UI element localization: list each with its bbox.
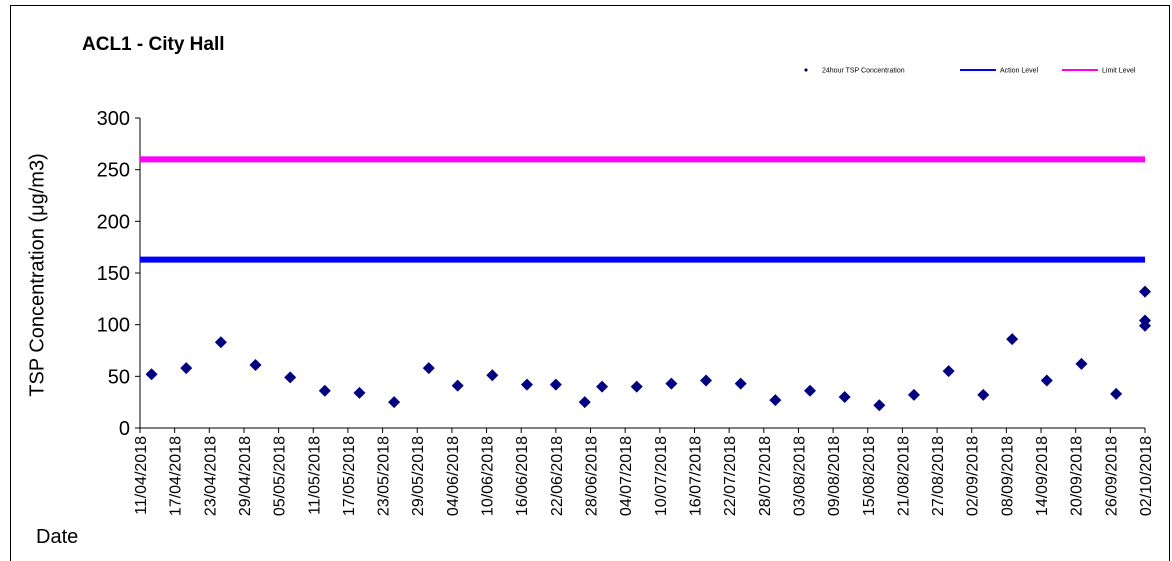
data-point [284,371,297,384]
x-tick-label: 05/05/2018 [272,436,289,516]
x-tick-label: 16/07/2018 [687,436,704,516]
x-tick-label: 26/09/2018 [1103,436,1120,516]
x-tick-label: 27/08/2018 [930,436,947,516]
legend-label: 24hour TSP Concentration [822,68,905,75]
x-tick-label: 11/05/2018 [306,436,323,515]
data-point [520,378,533,391]
x-tick-label: 16/06/2018 [514,436,531,516]
data-point [422,362,435,375]
data-point [578,396,591,409]
data-point [769,394,782,407]
data-point [214,336,227,349]
y-tick-label: 150 [97,263,130,285]
data-point [249,358,262,371]
x-tick-label: 03/08/2018 [791,436,808,516]
data-point [549,378,562,391]
x-tick-label: 04/06/2018 [445,436,462,516]
x-tick-label: 28/07/2018 [757,436,774,516]
data-point [838,391,851,403]
y-tick-label: 200 [97,211,130,233]
y-tick-label: 0 [119,418,130,440]
data-point [1006,333,1019,346]
data-point [318,384,331,397]
chart-frame [10,5,1170,561]
x-tick-label: 02/10/2018 [1138,436,1155,516]
y-tick-label: 300 [97,108,130,130]
x-tick-label: 17/04/2018 [168,436,185,516]
x-tick-label: 08/09/2018 [999,436,1016,516]
x-tick-label: 22/06/2018 [549,436,566,516]
data-point [804,384,816,397]
data-point [700,374,713,387]
x-tick-label: 09/08/2018 [826,436,843,516]
y-tick-label: 100 [97,315,130,337]
data-point [451,379,464,392]
x-tick-label: 29/04/2018 [237,436,254,516]
data-point [942,365,955,378]
legend-label: Limit Level [1102,68,1136,75]
data-point [388,396,401,409]
legend-marker [804,68,808,72]
data-point [180,362,193,375]
data-point [873,399,886,412]
x-tick-label: 23/04/2018 [202,436,219,516]
data-point [1139,319,1151,332]
data-point [1075,357,1088,370]
data-point [1139,285,1151,298]
x-tick-label: 10/06/2018 [480,436,497,516]
x-tick-label: 23/05/2018 [376,436,393,516]
data-point [1040,374,1053,387]
data-point [145,368,158,381]
x-tick-label: 29/05/2018 [410,436,427,516]
data-point [486,369,499,382]
x-axis-label: Date [36,526,79,548]
data-point [665,377,678,390]
x-tick-label: 14/09/2018 [1034,436,1051,516]
data-point [907,388,920,401]
data-point [596,380,609,393]
y-tick-label: 250 [97,160,130,182]
data-point [977,388,990,401]
chart-title: ACL1 - City Hall [82,34,225,55]
x-tick-label: 28/06/2018 [584,436,601,516]
x-tick-label: 15/08/2018 [861,436,878,516]
x-tick-label: 10/07/2018 [653,436,670,516]
x-tick-label: 11/04/2018 [133,436,150,515]
y-tick-label: 50 [108,366,130,388]
legend-label: Action Level [1000,68,1039,75]
x-tick-label: 22/07/2018 [722,436,739,516]
x-tick-label: 17/05/2018 [341,436,358,516]
data-point [734,377,747,390]
data-point [1110,387,1123,400]
data-point [353,386,366,399]
x-tick-label: 20/09/2018 [1069,436,1086,516]
x-tick-label: 02/09/2018 [965,436,982,516]
data-point [630,380,643,393]
x-tick-label: 04/07/2018 [618,436,635,516]
x-tick-label: 21/08/2018 [895,436,912,516]
